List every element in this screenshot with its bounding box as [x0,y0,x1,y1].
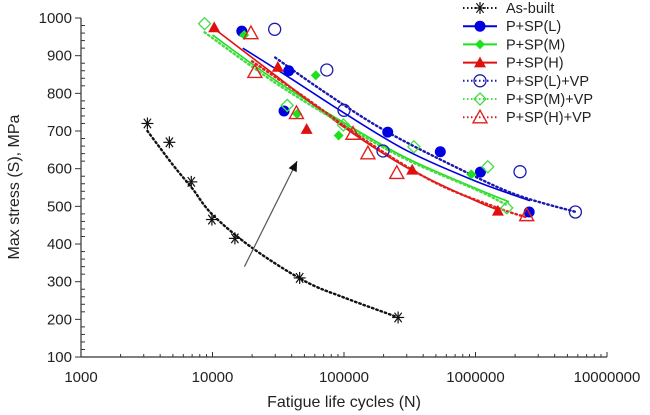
point-p-sp-h-vp [242,24,260,40]
y-tick-label: 900 [47,48,72,65]
legend-marker [473,74,487,88]
point-as-built [228,232,241,245]
legend-marker [474,56,486,68]
point-p-sp-h [406,163,419,175]
point-p-sp-m-vp [280,98,295,113]
legend-marker [474,20,486,32]
fit-line-p-sp-h [212,26,499,211]
legend-item-p-sp-m: P+SP(M) [463,37,565,53]
legend: As-built P+SP(L) P+SP(M) P+SP(H) P+SP(L)+VP P… [463,1,593,126]
point-p-sp-h [271,60,284,72]
point-as-built [185,175,198,188]
legend-marker [471,108,489,124]
y-tick-label: 600 [47,161,72,178]
point-p-sp-h-vp [518,206,535,222]
point-p-sp-l [382,126,394,138]
point-p-sp-l [474,166,486,178]
legend-label: P+SP(M)+VP [506,92,593,108]
x-axis-title: Fatigue life cycles (N) [267,394,421,411]
y-tick-label: 100 [47,349,72,366]
legend-item-p-sp-l: P+SP(L) [463,19,561,35]
x-tick-label: 10000 [192,369,234,386]
fit-line-p-sp-m-vp [203,31,508,206]
x-tick-label: 10000000 [574,369,641,386]
arrow-shaft [243,160,298,267]
point-p-sp-h-vp [359,144,377,160]
point-p-sp-l-vp [376,144,390,158]
point-p-sp-m [466,169,477,180]
point-as-built [163,136,176,149]
data-markers [141,16,583,324]
fit-curves [146,26,578,318]
point-p-sp-h [208,21,221,33]
x-tick-label: 1000 [64,369,97,386]
point-p-sp-l [278,105,290,117]
point-p-sp-l-vp [513,165,527,179]
point-p-sp-h [300,123,313,134]
point-as-built [293,271,306,284]
legend-label: P+SP(H)+VP [506,110,591,126]
legend-label: P+SP(H) [506,56,564,72]
fit-line-p-sp-m [212,34,510,203]
fit-line-p-sp-l [242,47,531,202]
y-tick-label: 400 [47,236,72,253]
legend-item-as-built: As-built [463,1,554,17]
axes: 100 200 300 400 500 600 700 800 900 1000 1000 10000… [39,10,641,386]
point-p-sp-l-vp [337,103,351,117]
fit-line-p-sp-l-vp [274,56,578,214]
point-as-built [205,213,218,226]
point-p-sp-l [434,146,446,158]
y-axis-title: Max stress (S), MPa [6,114,23,259]
point-p-sp-l-vp [268,22,282,36]
legend-item-p-sp-h-vp: P+SP(H)+VP [463,108,591,126]
point-p-sp-h-vp [246,63,264,79]
y-tick-label: 700 [47,123,72,140]
y-tick-label: 300 [47,274,72,291]
legend-marker [474,2,486,14]
y-tick-label: 1000 [39,10,72,27]
x-tick-label: 100000 [319,369,369,386]
point-p-sp-m [310,70,321,81]
point-as-built [141,117,154,130]
trend-arrow [243,160,298,267]
point-p-sp-m-vp [480,159,495,174]
point-p-sp-l-vp [320,63,334,77]
legend-label: P+SP(L) [506,19,561,35]
point-p-sp-m-vp [499,200,514,215]
point-p-sp-l [283,65,295,77]
point-as-built [392,311,405,324]
legend-marker [475,39,485,50]
legend-label: P+SP(M) [506,37,565,53]
point-p-sp-m-vp [197,16,212,31]
point-p-sp-m-vp [336,118,351,132]
point-p-sp-m [333,130,344,141]
legend-item-p-sp-h: P+SP(H) [463,56,564,72]
fit-line-as-built [146,129,398,318]
legend-item-p-sp-m-vp: P+SP(M)+VP [463,92,593,108]
point-p-sp-m-vp [406,139,421,154]
point-p-sp-l-vp [568,205,583,219]
legend-label: As-built [506,1,554,17]
point-p-sp-h-vp [388,164,405,180]
arrow-head [288,161,298,173]
x-tick-label: 1000000 [446,369,504,386]
legend-label: P+SP(L)+VP [506,74,589,90]
legend-marker [473,92,487,106]
y-tick-label: 200 [47,311,72,328]
legend-item-p-sp-l-vp: P+SP(L)+VP [463,74,589,90]
y-tick-label: 500 [47,198,72,215]
point-p-sp-h [491,204,504,216]
point-p-sp-h-vp [288,104,305,120]
y-tick-label: 800 [47,85,72,102]
point-p-sp-h-vp [344,125,362,140]
